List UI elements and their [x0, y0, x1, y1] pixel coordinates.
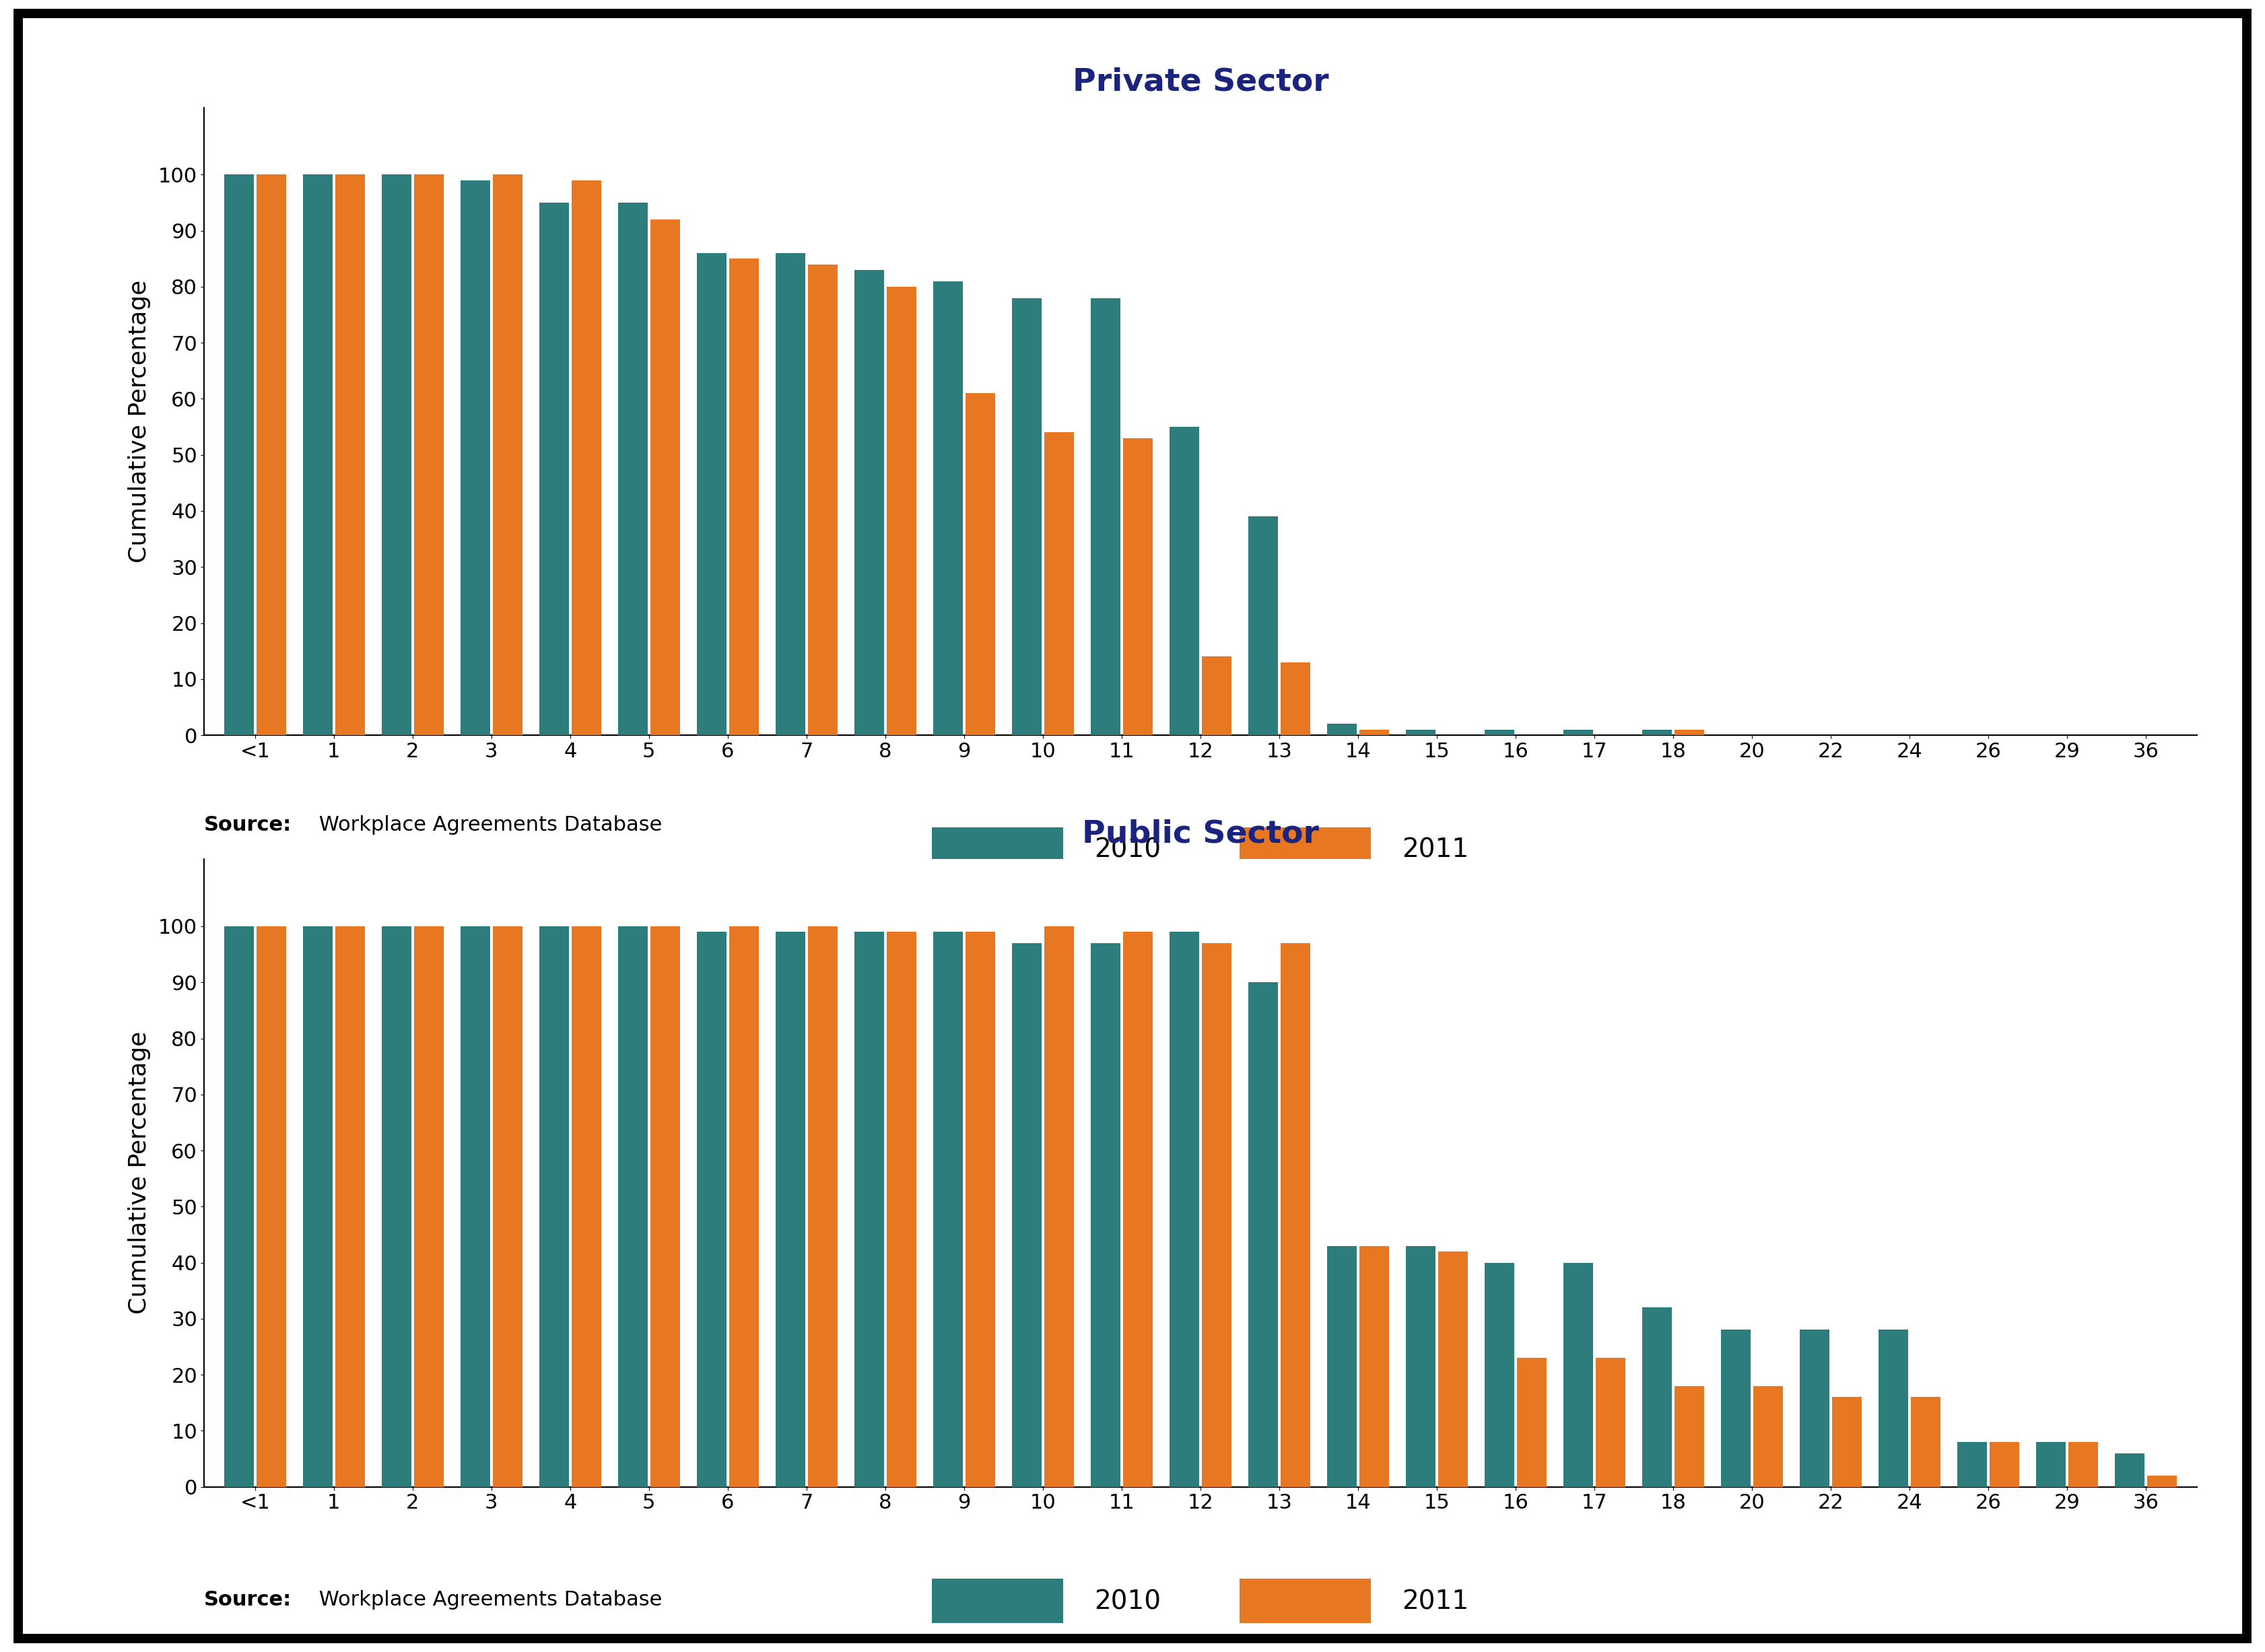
Bar	[965, 393, 994, 735]
Title: Public Sector: Public Sector	[1083, 819, 1318, 849]
Bar	[1484, 1262, 1515, 1487]
Bar	[1327, 1246, 1357, 1487]
Text: Workplace Agreements Database: Workplace Agreements Database	[313, 816, 661, 834]
Bar	[414, 175, 444, 735]
Bar	[304, 175, 333, 735]
Bar	[381, 175, 412, 735]
Bar	[1044, 433, 1074, 735]
Y-axis label: Cumulative Percentage: Cumulative Percentage	[127, 1031, 152, 1315]
Bar	[650, 220, 680, 735]
Bar	[1801, 1330, 1830, 1487]
Bar	[1044, 927, 1074, 1487]
Title: Private Sector: Private Sector	[1071, 68, 1330, 97]
Bar	[729, 927, 759, 1487]
Bar	[1203, 656, 1232, 735]
Bar	[809, 927, 838, 1487]
Bar	[1089, 943, 1121, 1487]
Bar	[1832, 1398, 1862, 1487]
Bar	[1563, 730, 1592, 735]
Bar	[1012, 943, 1042, 1487]
Bar	[1248, 983, 1277, 1487]
Bar	[1123, 932, 1153, 1487]
Bar	[492, 175, 523, 735]
Bar	[698, 253, 727, 735]
Bar	[1642, 730, 1672, 735]
Bar	[460, 180, 489, 735]
Bar	[1359, 1246, 1388, 1487]
Bar	[1359, 730, 1388, 735]
Bar	[886, 287, 917, 735]
Bar	[571, 927, 600, 1487]
Bar	[256, 927, 285, 1487]
Bar	[2116, 1454, 2145, 1487]
Bar	[1878, 1330, 1909, 1487]
Bar	[1518, 1358, 1547, 1487]
Bar	[775, 932, 806, 1487]
Bar	[304, 927, 333, 1487]
Bar	[1012, 297, 1042, 735]
Bar	[539, 203, 569, 735]
Bar	[335, 927, 365, 1487]
Bar	[539, 927, 569, 1487]
Bar	[1674, 1386, 1703, 1487]
Bar	[1248, 517, 1277, 735]
Bar	[1327, 724, 1357, 735]
Legend: 2010, 2011: 2010, 2011	[922, 1568, 1479, 1634]
Bar	[933, 932, 963, 1487]
Bar	[775, 253, 806, 735]
Bar	[1484, 730, 1515, 735]
Bar	[809, 264, 838, 735]
Bar	[224, 175, 254, 735]
Bar	[933, 281, 963, 735]
Bar	[1912, 1398, 1941, 1487]
Bar	[414, 927, 444, 1487]
Bar	[2147, 1475, 2177, 1487]
Bar	[335, 175, 365, 735]
Bar	[1721, 1330, 1751, 1487]
Text: Source:: Source:	[204, 1591, 292, 1609]
Bar	[698, 932, 727, 1487]
Bar	[1674, 730, 1703, 735]
Bar	[1753, 1386, 1783, 1487]
Bar	[886, 932, 917, 1487]
Bar	[1595, 1358, 1626, 1487]
Bar	[650, 927, 680, 1487]
Bar	[1407, 1246, 1436, 1487]
Bar	[618, 203, 648, 735]
Bar	[1089, 297, 1121, 735]
Bar	[1642, 1307, 1672, 1487]
Bar	[256, 175, 285, 735]
Bar	[224, 927, 254, 1487]
Y-axis label: Cumulative Percentage: Cumulative Percentage	[127, 279, 152, 563]
Bar	[618, 927, 648, 1487]
Bar	[1957, 1442, 1986, 1487]
Bar	[2068, 1442, 2097, 1487]
Bar	[854, 269, 883, 735]
Text: Workplace Agreements Database: Workplace Agreements Database	[313, 1591, 661, 1609]
Bar	[965, 932, 994, 1487]
Bar	[460, 927, 489, 1487]
Bar	[1123, 438, 1153, 735]
Bar	[1438, 1252, 1468, 1487]
Text: Source:: Source:	[204, 816, 292, 834]
Bar	[1989, 1442, 2020, 1487]
Bar	[1280, 943, 1311, 1487]
Bar	[571, 180, 600, 735]
Legend: 2010, 2011: 2010, 2011	[922, 816, 1479, 882]
Bar	[381, 927, 412, 1487]
Bar	[1169, 426, 1198, 735]
Bar	[854, 932, 883, 1487]
Bar	[1407, 730, 1436, 735]
Bar	[1280, 662, 1311, 735]
Bar	[1169, 932, 1198, 1487]
Bar	[729, 259, 759, 735]
Bar	[1203, 943, 1232, 1487]
Bar	[2036, 1442, 2066, 1487]
Bar	[1563, 1262, 1592, 1487]
Bar	[492, 927, 523, 1487]
